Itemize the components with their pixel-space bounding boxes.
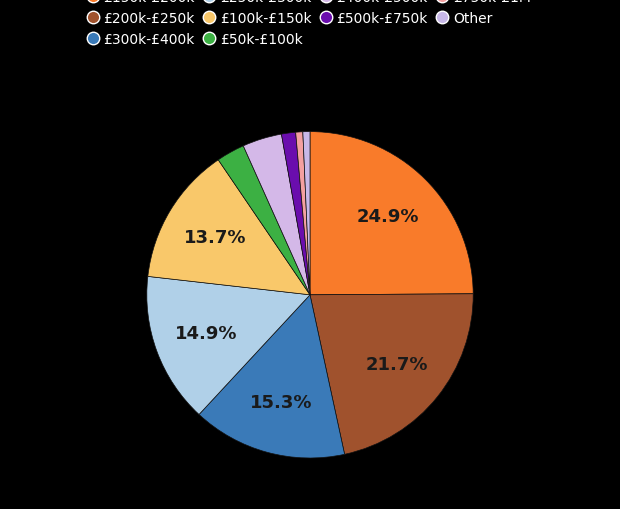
- Wedge shape: [243, 135, 310, 295]
- Wedge shape: [148, 160, 310, 295]
- Wedge shape: [310, 294, 473, 455]
- Wedge shape: [303, 132, 310, 295]
- Text: 15.3%: 15.3%: [249, 393, 312, 411]
- Legend: £150k-£200k, £200k-£250k, £300k-£400k, £250k-£300k, £100k-£150k, £50k-£100k, £40: £150k-£200k, £200k-£250k, £300k-£400k, £…: [82, 0, 538, 54]
- Text: 13.7%: 13.7%: [184, 229, 246, 247]
- Wedge shape: [310, 132, 473, 295]
- Wedge shape: [281, 133, 310, 295]
- Wedge shape: [218, 147, 310, 295]
- Text: 14.9%: 14.9%: [175, 325, 237, 343]
- Text: 21.7%: 21.7%: [365, 355, 428, 374]
- Wedge shape: [296, 132, 310, 295]
- Text: 24.9%: 24.9%: [357, 208, 420, 225]
- Wedge shape: [147, 277, 310, 415]
- Wedge shape: [199, 295, 345, 458]
